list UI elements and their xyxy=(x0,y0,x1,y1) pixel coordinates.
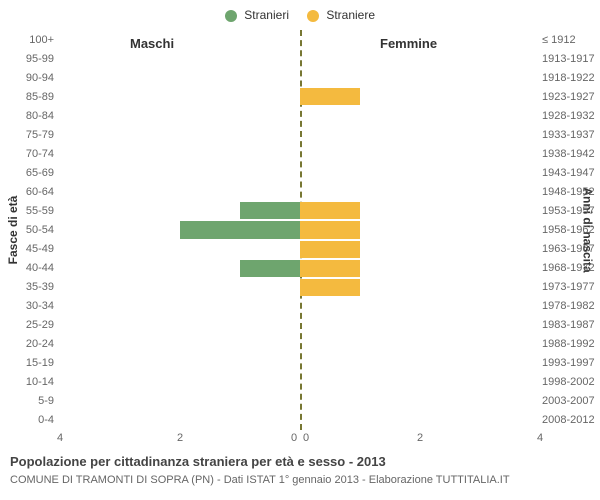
age-band-row xyxy=(60,411,540,430)
legend-label-female: Straniere xyxy=(326,8,375,22)
age-label: 20-24 xyxy=(0,338,54,350)
age-band-row xyxy=(60,335,540,354)
birth-year-label: 1993-1997 xyxy=(542,357,600,369)
age-band-row xyxy=(60,125,540,144)
age-band-row xyxy=(60,354,540,373)
age-band-row xyxy=(60,87,540,106)
x-tick: 0 xyxy=(303,432,309,444)
age-label: 15-19 xyxy=(0,357,54,369)
male-bar xyxy=(240,260,300,277)
x-tick: 4 xyxy=(537,432,543,444)
birth-year-label: 1923-1927 xyxy=(542,91,600,103)
age-label: 30-34 xyxy=(0,300,54,312)
legend: Stranieri Straniere xyxy=(0,0,600,30)
birth-year-label: 1948-1952 xyxy=(542,186,600,198)
female-bar xyxy=(300,279,360,296)
age-band-row xyxy=(60,30,540,49)
birth-year-label: 1998-2002 xyxy=(542,376,600,388)
female-bar xyxy=(300,202,360,219)
legend-label-male: Stranieri xyxy=(244,8,289,22)
age-band-row xyxy=(60,316,540,335)
chart-subtitle: COMUNE DI TRAMONTI DI SOPRA (PN) - Dati … xyxy=(10,474,510,486)
birth-year-label: 1913-1917 xyxy=(542,53,600,65)
legend-swatch-female xyxy=(307,10,319,22)
plot-area xyxy=(60,30,540,430)
age-label: 35-39 xyxy=(0,281,54,293)
chart-title: Popolazione per cittadinanza straniera p… xyxy=(10,454,386,469)
age-label: 70-74 xyxy=(0,148,54,160)
age-label: 55-59 xyxy=(0,205,54,217)
x-tick: 4 xyxy=(57,432,63,444)
age-label: 60-64 xyxy=(0,186,54,198)
age-label: 100+ xyxy=(0,34,54,46)
age-label: 50-54 xyxy=(0,224,54,236)
age-band-row xyxy=(60,220,540,239)
birth-year-label: 1928-1932 xyxy=(542,110,600,122)
birth-year-label: 1968-1972 xyxy=(542,262,600,274)
birth-year-label: ≤ 1912 xyxy=(542,34,600,46)
age-label: 0-4 xyxy=(0,414,54,426)
male-bar xyxy=(180,221,300,238)
age-band-row xyxy=(60,373,540,392)
birth-year-label: 1978-1982 xyxy=(542,300,600,312)
birth-year-label: 1963-1967 xyxy=(542,243,600,255)
age-label: 95-99 xyxy=(0,53,54,65)
birth-year-label: 1918-1922 xyxy=(542,72,600,84)
legend-item-female: Straniere xyxy=(307,8,375,22)
age-band-row xyxy=(60,201,540,220)
female-bar xyxy=(300,221,360,238)
x-tick: 2 xyxy=(417,432,423,444)
birth-year-label: 1943-1947 xyxy=(542,167,600,179)
age-band-row xyxy=(60,49,540,68)
age-band-row xyxy=(60,68,540,87)
age-label: 40-44 xyxy=(0,262,54,274)
birth-year-label: 1973-1977 xyxy=(542,281,600,293)
age-band-row xyxy=(60,297,540,316)
age-band-row xyxy=(60,240,540,259)
age-label: 45-49 xyxy=(0,243,54,255)
age-band-row xyxy=(60,392,540,411)
birth-year-label: 1938-1942 xyxy=(542,148,600,160)
age-band-row xyxy=(60,106,540,125)
age-label: 75-79 xyxy=(0,129,54,141)
age-band-row xyxy=(60,259,540,278)
age-band-row xyxy=(60,144,540,163)
birth-year-label: 1958-1962 xyxy=(542,224,600,236)
age-label: 90-94 xyxy=(0,72,54,84)
age-label: 25-29 xyxy=(0,319,54,331)
female-bar xyxy=(300,88,360,105)
age-label: 80-84 xyxy=(0,110,54,122)
age-label: 65-69 xyxy=(0,167,54,179)
birth-year-label: 2008-2012 xyxy=(542,414,600,426)
female-bar xyxy=(300,260,360,277)
x-tick: 0 xyxy=(291,432,297,444)
birth-year-label: 2003-2007 xyxy=(542,395,600,407)
birth-year-label: 1933-1937 xyxy=(542,129,600,141)
legend-swatch-male xyxy=(225,10,237,22)
legend-item-male: Stranieri xyxy=(225,8,289,22)
age-label: 10-14 xyxy=(0,376,54,388)
age-band-row xyxy=(60,163,540,182)
birth-year-label: 1988-1992 xyxy=(542,338,600,350)
age-label: 85-89 xyxy=(0,91,54,103)
birth-year-label: 1983-1987 xyxy=(542,319,600,331)
male-bar xyxy=(240,202,300,219)
birth-year-label: 1953-1957 xyxy=(542,205,600,217)
age-label: 5-9 xyxy=(0,395,54,407)
x-tick: 2 xyxy=(177,432,183,444)
female-bar xyxy=(300,241,360,258)
age-band-row xyxy=(60,182,540,201)
age-band-row xyxy=(60,278,540,297)
